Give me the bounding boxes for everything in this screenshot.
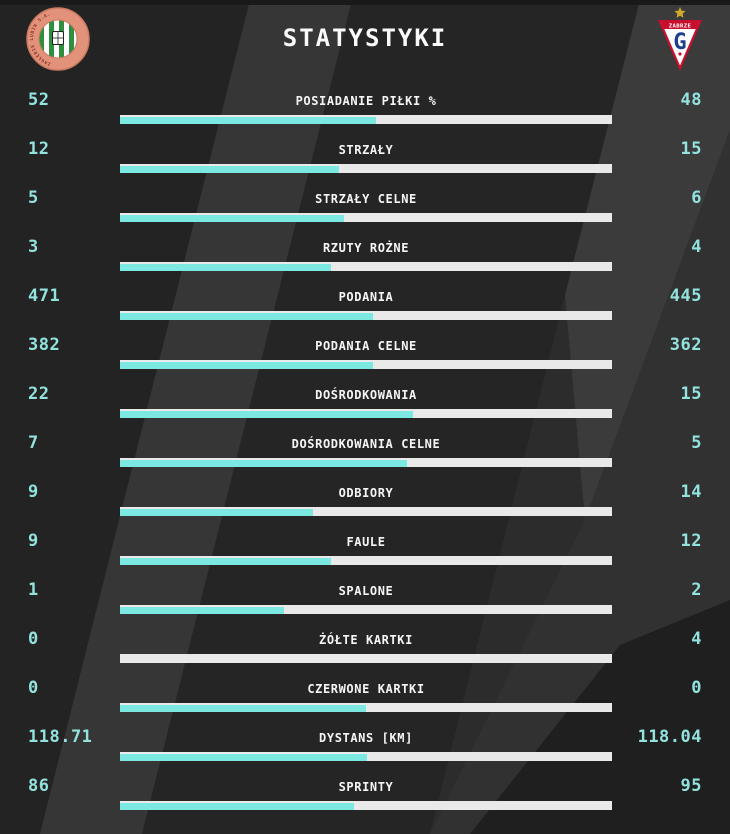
stat-bar [120,507,612,516]
stat-row: 0 CZERWONE KARTKI 0 [0,676,730,725]
stat-label: STRZAŁY [338,143,394,157]
away-value: 118.04 [637,727,702,747]
away-badge-city: ZABRZE [669,24,692,30]
away-value: 362 [669,335,702,355]
stat-bar [120,703,612,712]
home-share-fill [120,215,344,222]
stat-bar [120,654,612,663]
away-value: 0 [691,678,702,698]
away-badge-letter: G [673,30,686,55]
stat-row: 1 SPALONE 2 [0,578,730,627]
stat-label: ŻÓŁTE KARTKI [319,633,413,647]
home-value: 12 [28,139,50,159]
home-value: 7 [28,433,39,453]
home-team-badge: ZAGŁĘBIE LUBIN S.A. [26,7,90,71]
home-share-fill [120,411,413,418]
home-share-fill [120,362,373,369]
stat-row: 7 DOŚRODKOWANIA CELNE 5 [0,431,730,480]
stat-row: 382 PODANIA CELNE 362 [0,333,730,382]
home-value: 3 [28,237,39,257]
stat-row: 52 POSIADANIE PIŁKI % 48 [0,88,730,137]
away-value: 2 [691,580,702,600]
home-value: 0 [28,629,39,649]
home-share-fill [120,166,339,173]
away-value: 14 [680,482,702,502]
home-value: 0 [28,678,39,698]
away-value: 4 [691,237,702,257]
home-value: 471 [28,286,61,306]
away-value: 12 [680,531,702,551]
stat-label: PODANIA [338,290,394,304]
home-share-fill [120,460,407,467]
stat-bar [120,164,612,173]
home-value: 1 [28,580,39,600]
home-share-fill [120,509,313,516]
away-value: 48 [680,90,702,110]
home-share-fill [120,803,354,810]
stats-list: 52 POSIADANIE PIŁKI % 48 12 STRZAŁY 15 5 STRZAŁ… [0,88,730,823]
stat-bar [120,311,612,320]
stat-row: 9 ODBIORY 14 [0,480,730,529]
stat-bar [120,556,612,565]
stat-row: 12 STRZAŁY 15 [0,137,730,186]
stat-label: ODBIORY [338,486,394,500]
stat-row: 86 SPRINTY 95 [0,774,730,823]
page-title: STATYSTYKI [282,24,448,52]
away-value: 5 [691,433,702,453]
home-share-fill [120,558,331,565]
header: ZAGŁĘBIE LUBIN S.A. STATYSTYKI ZABRZE G [0,0,730,84]
home-value: 22 [28,384,50,404]
home-share-fill [120,117,376,124]
stat-label: DYSTANS [KM] [319,731,413,745]
home-value: 9 [28,482,39,502]
away-value: 4 [691,629,702,649]
stat-row: 118.71 DYSTANS [KM] 118.04 [0,725,730,774]
away-badge-star [674,7,686,18]
stat-bar [120,115,612,124]
away-value: 445 [669,286,702,306]
stat-label: FAULE [346,535,386,549]
home-value: 382 [28,335,61,355]
stat-label: RZUTY ROŻNE [322,241,410,255]
stat-label: DOŚRODKOWANIA CELNE [291,437,441,451]
stat-bar [120,458,612,467]
stat-bar [120,360,612,369]
stat-bar [120,752,612,761]
home-value: 52 [28,90,50,110]
away-value: 95 [680,776,702,796]
stat-bar [120,213,612,222]
stat-row: 5 STRZAŁY CELNE 6 [0,186,730,235]
stat-label: POSIADANIE PIŁKI % [295,94,437,108]
home-share-fill [120,705,366,712]
stat-bar [120,262,612,271]
stat-label: SPALONE [338,584,394,598]
stat-label: SPRINTY [338,780,394,794]
stat-row: 22 DOŚRODKOWANIA 15 [0,382,730,431]
stat-row: 9 FAULE 12 [0,529,730,578]
home-share-fill [120,264,331,271]
away-value: 15 [680,139,702,159]
home-value: 118.71 [28,727,93,747]
stat-bar [120,801,612,810]
stat-row: 0 ŻÓŁTE KARTKI 4 [0,627,730,676]
away-team-badge: ZABRZE G [658,7,702,71]
home-share-fill [120,313,373,320]
stat-bar [120,605,612,614]
home-badge-crest [52,31,64,45]
stat-label: CZERWONE KARTKI [307,682,425,696]
away-value: 15 [680,384,702,404]
stat-bar [120,409,612,418]
stat-row: 471 PODANIA 445 [0,284,730,333]
home-share-fill [120,607,284,614]
stat-label: DOŚRODKOWANIA [315,388,417,402]
home-value: 86 [28,776,50,796]
home-share-fill [120,754,367,761]
stat-row: 3 RZUTY ROŻNE 4 [0,235,730,284]
home-value: 9 [28,531,39,551]
home-value: 5 [28,188,39,208]
stat-label: STRZAŁY CELNE [315,192,417,206]
stat-label: PODANIA CELNE [315,339,417,353]
away-value: 6 [691,188,702,208]
